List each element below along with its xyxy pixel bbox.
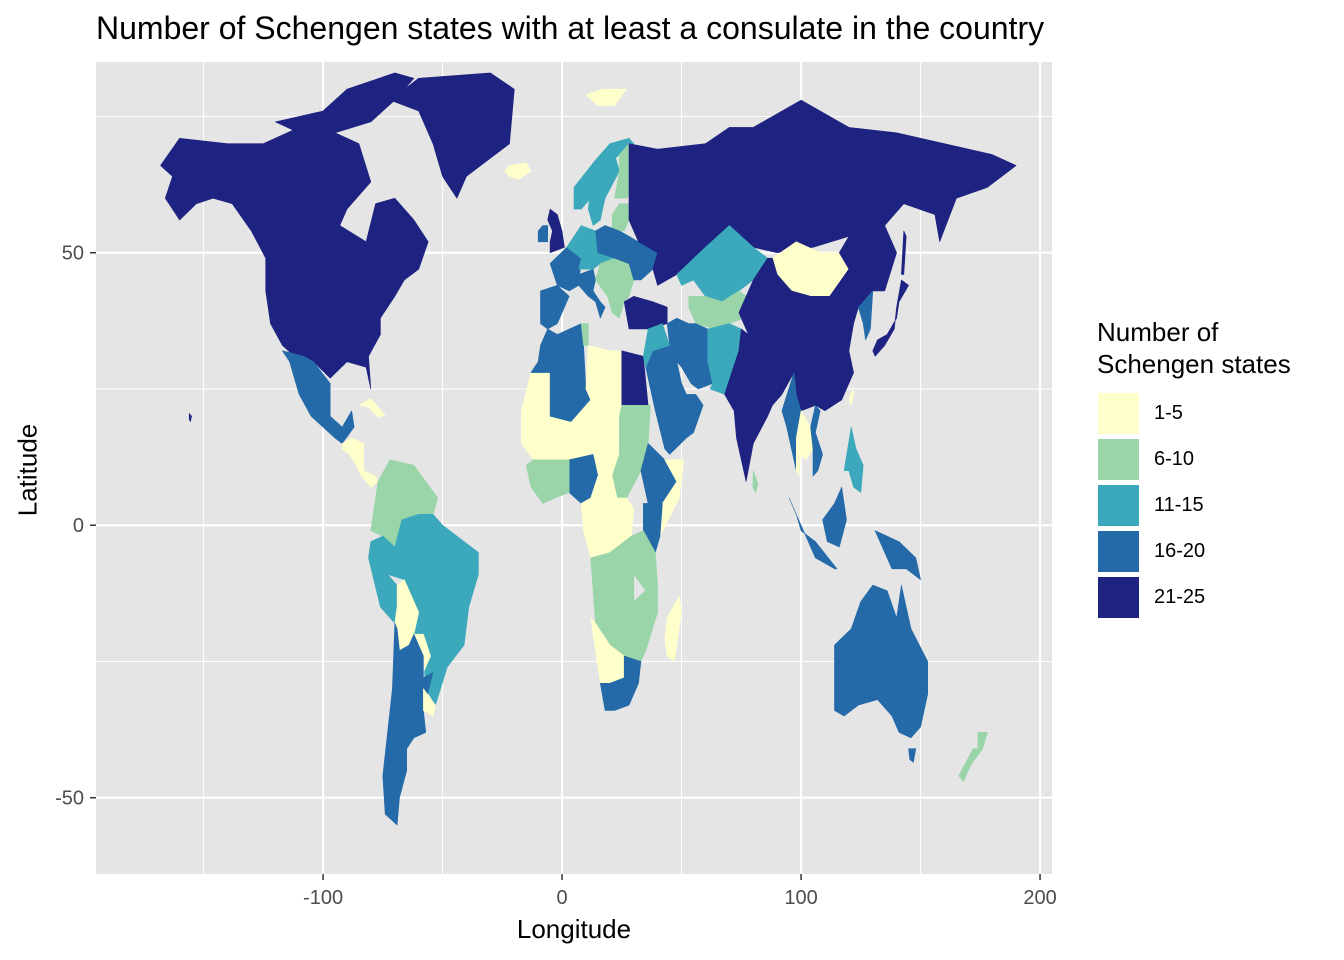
country-region [382,622,400,826]
country-region [585,88,627,106]
country-region [810,404,823,477]
country-region [537,225,549,243]
legend-item: 11-15 [1097,482,1291,528]
country-region [724,328,795,482]
x-tick-label: 100 [784,887,817,909]
legend-title: Number of Schengen states [1097,316,1291,380]
legend-label: 1-5 [1154,401,1183,424]
country-region [752,470,759,493]
country-region [642,323,670,368]
legend-label: 21-25 [1154,585,1206,608]
country-region [525,459,570,504]
country-regions [160,72,1017,826]
country-region [848,388,854,406]
country-region [282,350,355,444]
country-region [645,345,704,455]
country-region [642,503,663,553]
x-tick-label: 0 [556,887,567,909]
legend: Number of Schengen states 1-5 6-10 11-15 16… [1097,316,1291,620]
country-region [573,138,635,210]
country-region [676,225,768,303]
country-region [358,398,386,418]
legend-title-line-1: Number of [1097,317,1219,347]
chart-title: Number of Schengen states with at least … [96,10,1045,46]
legend-color-key [1097,529,1140,573]
country-region [843,426,864,493]
country-region [578,268,606,319]
x-axis-title: Longitude [516,914,632,944]
country-region [958,731,988,782]
country-region [872,279,909,357]
country-region [788,497,838,570]
legend-label: 6-10 [1154,447,1195,470]
country-region [423,688,436,717]
legend-items: 1-5 6-10 11-15 16-20 21-25 [1097,390,1291,620]
country-region [623,295,668,330]
country-region [547,208,565,253]
legend-item: 16-20 [1097,528,1291,574]
legend-label: 16-20 [1154,539,1206,562]
country-region [549,323,592,423]
legend-label: 11-15 [1154,493,1204,516]
legend-color-key [1097,483,1140,527]
country-region [908,748,917,763]
y-tick-label: 50 [62,243,84,265]
y-tick-label: 0 [73,515,84,537]
y-axis-title: Latitude [12,423,43,517]
country-region [504,162,532,180]
country-region [188,413,192,423]
legend-item: 21-25 [1097,574,1291,620]
country-region [795,410,814,477]
legend-color-key [1097,391,1140,435]
country-region [858,290,874,341]
country-region [389,72,515,199]
country-region [580,475,635,559]
legend-title-line-2: Schengen states [1097,349,1291,379]
country-region [874,530,921,581]
x-tick-label: -100 [303,887,343,909]
country-region [834,584,929,739]
legend-item: 1-5 [1097,390,1291,436]
legend-color-key [1097,437,1140,481]
country-region [611,404,651,499]
y-tick-label: -50 [55,788,84,810]
x-tick-label: 200 [1023,887,1056,909]
legend-color-key [1097,575,1140,619]
country-region [664,595,682,662]
axis-ticks: -100 0 100 200 -50 0 50 [55,243,1057,909]
country-region [822,486,847,548]
country-region [540,285,570,330]
legend-item: 6-10 [1097,436,1291,482]
country-region [599,655,642,711]
country-region [901,230,907,275]
country-region [595,257,635,319]
country-region [341,437,379,488]
country-region [160,127,429,390]
